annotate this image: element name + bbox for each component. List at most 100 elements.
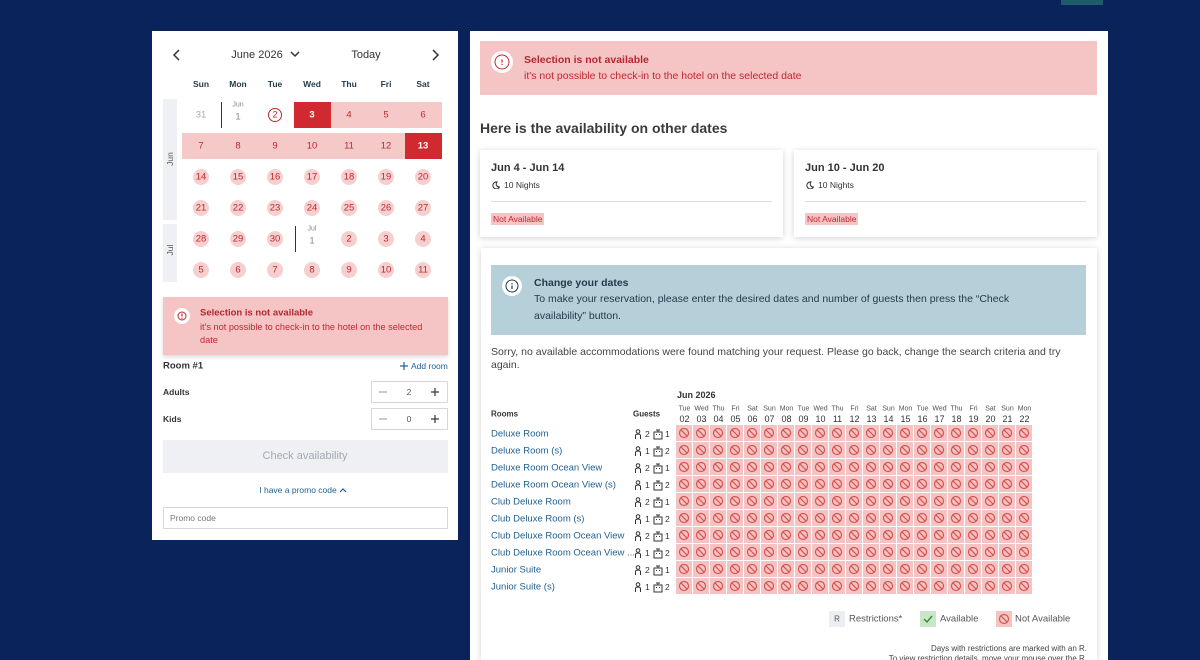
day[interactable]: 6 <box>420 109 426 121</box>
check-button-label[interactable]: Check availability <box>262 450 348 462</box>
add-room[interactable]: Add room <box>411 361 448 371</box>
day[interactable]: 1 <box>309 235 315 247</box>
promo-chevron[interactable] <box>339 487 347 493</box>
room-name[interactable]: Deluxe Room Ocean View <box>491 462 603 473</box>
day[interactable]: 27 <box>417 202 429 214</box>
day-circle[interactable] <box>267 200 283 216</box>
day-circle[interactable] <box>267 262 283 278</box>
day[interactable]: 4 <box>420 233 426 245</box>
selected-day[interactable] <box>405 133 442 159</box>
day-circle[interactable] <box>230 169 246 185</box>
selected-day[interactable] <box>294 102 331 128</box>
day[interactable]: 9 <box>346 264 352 276</box>
day[interactable]: 30 <box>269 233 281 245</box>
day[interactable]: 4 <box>346 109 352 121</box>
day[interactable]: 20 <box>417 171 429 183</box>
day-circle[interactable] <box>193 200 209 216</box>
decrement[interactable] <box>378 414 388 424</box>
day[interactable]: 14 <box>195 171 207 183</box>
day[interactable]: 29 <box>232 233 244 245</box>
day-circle[interactable] <box>378 169 394 185</box>
day-circle[interactable] <box>415 262 431 278</box>
day[interactable]: 13 <box>417 140 429 152</box>
day[interactable]: 7 <box>272 264 278 276</box>
day-circle[interactable] <box>267 169 283 185</box>
room-name[interactable]: Junior Suite (s) <box>491 581 555 592</box>
day-circle[interactable] <box>304 169 320 185</box>
room-name[interactable]: Deluxe Room (s) <box>491 445 563 456</box>
day[interactable]: 5 <box>383 109 389 121</box>
day[interactable]: 8 <box>235 140 241 152</box>
day[interactable]: 23 <box>269 202 281 214</box>
day[interactable]: 16 <box>269 171 281 183</box>
day-circle[interactable] <box>193 231 209 247</box>
room-name[interactable]: Club Deluxe Room Ocean View <box>491 530 625 541</box>
day-circle[interactable] <box>304 200 320 216</box>
prev-month[interactable] <box>172 49 182 61</box>
day-circle[interactable] <box>415 200 431 216</box>
day[interactable]: 24 <box>306 202 318 214</box>
day[interactable]: 10 <box>306 140 318 152</box>
day-circle[interactable] <box>378 231 394 247</box>
day[interactable]: 9 <box>272 140 278 152</box>
day[interactable]: 19 <box>380 171 392 183</box>
day-circle[interactable] <box>341 231 357 247</box>
month-dropdown[interactable] <box>290 51 300 59</box>
day[interactable]: 21 <box>195 202 207 214</box>
increment[interactable] <box>430 387 440 397</box>
day[interactable]: 5 <box>198 264 204 276</box>
day[interactable]: 26 <box>380 202 392 214</box>
day-circle[interactable] <box>230 200 246 216</box>
check-button[interactable] <box>163 440 448 473</box>
day-circle[interactable] <box>267 231 283 247</box>
next-month[interactable] <box>430 49 440 61</box>
day[interactable]: 12 <box>380 140 392 152</box>
day-circle[interactable] <box>341 262 357 278</box>
day-circle[interactable] <box>304 262 320 278</box>
today-button[interactable]: Today <box>351 49 381 61</box>
day[interactable]: 8 <box>309 264 315 276</box>
increment[interactable] <box>430 414 440 424</box>
day[interactable]: 10 <box>380 264 392 276</box>
day[interactable]: 22 <box>232 202 244 214</box>
day[interactable]: 28 <box>195 233 207 245</box>
day-circle[interactable] <box>415 231 431 247</box>
day-circle[interactable] <box>415 169 431 185</box>
day[interactable]: 6 <box>235 264 241 276</box>
day[interactable]: 11 <box>344 140 354 152</box>
room-name[interactable]: Club Deluxe Room Ocean View ... <box>491 547 635 558</box>
room-name[interactable]: Junior Suite <box>491 564 542 575</box>
day-circle[interactable] <box>378 200 394 216</box>
day-circle[interactable] <box>341 169 357 185</box>
day[interactable]: 7 <box>198 140 204 152</box>
day[interactable]: 31 <box>195 109 207 121</box>
decrement[interactable] <box>378 387 388 397</box>
day[interactable]: 3 <box>309 109 315 121</box>
day-circle[interactable] <box>378 262 394 278</box>
day[interactable]: 2 <box>272 109 278 121</box>
room-name[interactable]: Deluxe Room <box>491 428 549 439</box>
day[interactable]: 11 <box>418 264 428 276</box>
day-circle[interactable] <box>193 262 209 278</box>
day[interactable]: 3 <box>383 233 389 245</box>
day[interactable]: 1 <box>235 111 241 123</box>
calendar-month[interactable]: June 2026 <box>231 49 283 61</box>
icon-part <box>799 514 807 522</box>
day[interactable]: 17 <box>306 171 318 183</box>
day-circle[interactable] <box>341 200 357 216</box>
day[interactable]: 25 <box>343 202 355 214</box>
room-name[interactable]: Club Deluxe Room (s) <box>491 513 585 524</box>
room-name[interactable]: Deluxe Room Ocean View (s) <box>491 479 616 490</box>
day-circle[interactable] <box>193 169 209 185</box>
day[interactable]: 18 <box>343 171 355 183</box>
day[interactable]: 2 <box>346 233 352 245</box>
promo-input[interactable] <box>163 507 448 529</box>
day-circle[interactable] <box>230 262 246 278</box>
add-room-icon[interactable] <box>399 361 409 371</box>
day-circle[interactable] <box>230 231 246 247</box>
promo-toggle[interactable]: I have a promo code <box>259 485 337 495</box>
day[interactable]: 15 <box>232 171 244 183</box>
day-ring[interactable] <box>268 108 282 122</box>
room-name[interactable]: Club Deluxe Room <box>491 496 571 507</box>
day-weekday: Mon <box>1017 405 1032 413</box>
